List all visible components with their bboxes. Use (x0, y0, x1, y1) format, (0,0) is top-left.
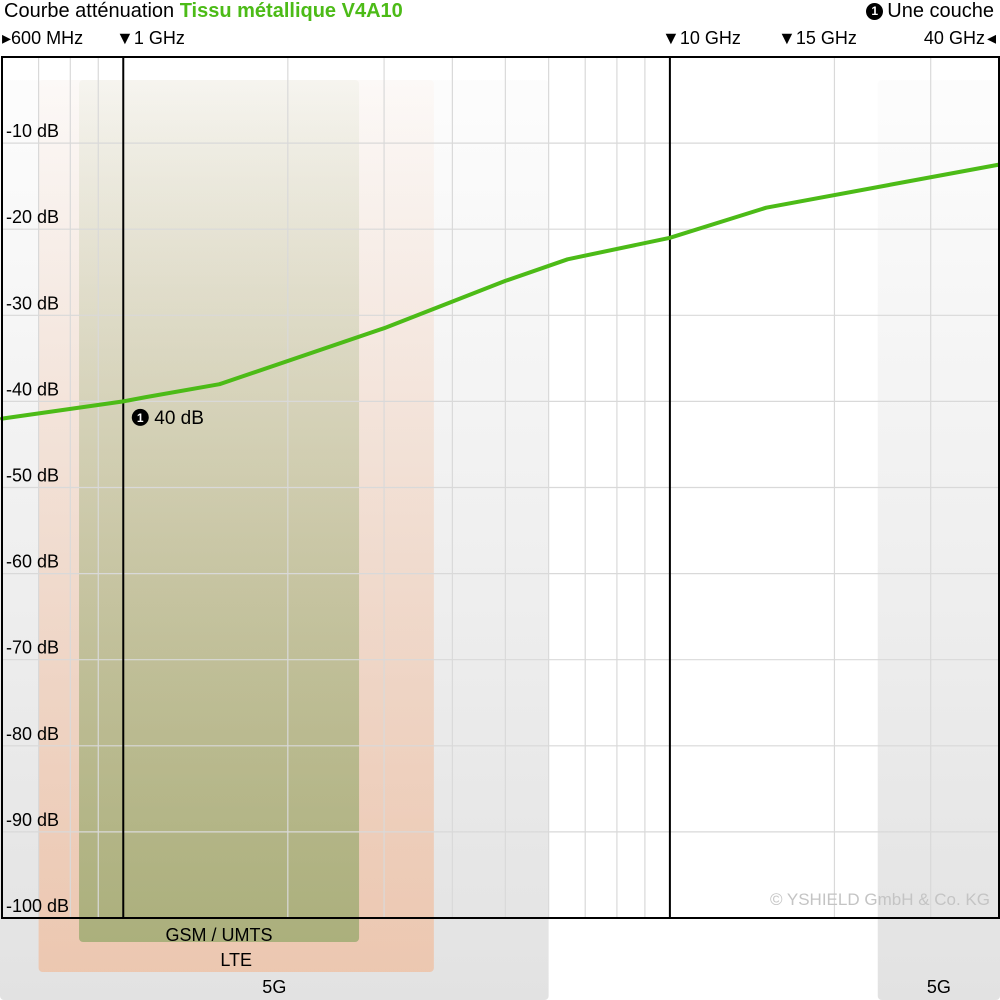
layer-number-badge: 1 (866, 3, 884, 20)
frequency-marker-label: 10 GHz (679, 28, 741, 48)
y-tick-label: -100 dB (6, 896, 69, 916)
frequency-marker-label: 600 MHz (11, 28, 84, 48)
attenuation-line (0, 162, 1000, 421)
band-label-lte: LTE (220, 950, 253, 970)
annotation-layer: 1 40 dB (131, 408, 204, 429)
plot-frame (1, 56, 1000, 919)
frequency-marker-label: 15 GHz (795, 28, 857, 48)
layer-legend: 1 Une couche (866, 0, 994, 23)
marker-arrow-icon: ▼ (116, 28, 134, 48)
marker-arrow-icon: ▸ (2, 28, 12, 48)
band-label-gsm-umts: GSM / UMTS (165, 925, 273, 945)
marker-arrow-icon: ▼ (778, 28, 796, 48)
y-tick-label: -40 dB (6, 379, 59, 399)
series-layer (0, 162, 1000, 421)
frequency-marker-lines (122, 57, 671, 918)
y-tick-label: -90 dB (6, 810, 59, 830)
frequency-marker: ▼10 GHz (662, 28, 741, 49)
frequency-marker: ▼1 GHz (116, 28, 185, 49)
copyright-watermark: © YSHIELD GmbH & Co. KG (769, 890, 990, 909)
frequency-marker-label: 1 GHz (133, 28, 185, 48)
chart-grid (2, 57, 999, 918)
y-tick-label: -10 dB (6, 121, 59, 141)
annotation-label: 40 dB (154, 408, 204, 429)
band-label-5g: 5G (262, 977, 287, 997)
y-tick-label: -70 dB (6, 638, 59, 658)
frequency-marker-row: ▸600 MHz ▼1 GHz ▼10 GHz ▼15 GHz 40 GHz ◂ (0, 28, 1000, 52)
y-tick-label: -60 dB (6, 552, 59, 572)
frequency-marker: ▸600 MHz (2, 28, 83, 49)
marker-arrow-icon: ◂ (986, 28, 996, 48)
marker-arrow-icon: ▼ (662, 28, 680, 48)
title-prefix: Courbe atténuation (4, 0, 175, 22)
y-axis-tick-labels: -10 dB -20 dB -30 dB -40 dB -50 dB -60 dB -70 … (6, 121, 69, 916)
frequency-marker-label: 40 GHz (923, 28, 985, 48)
y-tick-label: -80 dB (6, 724, 59, 744)
y-tick-label: -30 dB (6, 293, 59, 313)
chart-title: Courbe atténuation Tissu métallique V4A1… (4, 0, 403, 23)
band-area-gsm-umts (79, 80, 360, 942)
product-name: Tissu métallique V4A10 (179, 0, 403, 22)
chart-header: Courbe atténuation Tissu métallique V4A1… (0, 0, 1000, 28)
y-tick-label: -20 dB (6, 207, 59, 227)
annotation-number-badge (131, 408, 149, 426)
frequency-bands (0, 80, 1000, 1000)
layer-text: Une couche (887, 0, 994, 22)
band-label-5g: 5G (926, 977, 951, 997)
band-area-5g (877, 80, 1000, 1000)
frequency-marker: 40 GHz ◂ (924, 28, 996, 49)
annotation-number: 1 (137, 411, 144, 425)
frequency-marker: ▼15 GHz (778, 28, 857, 49)
y-tick-label: -50 dB (6, 466, 59, 486)
